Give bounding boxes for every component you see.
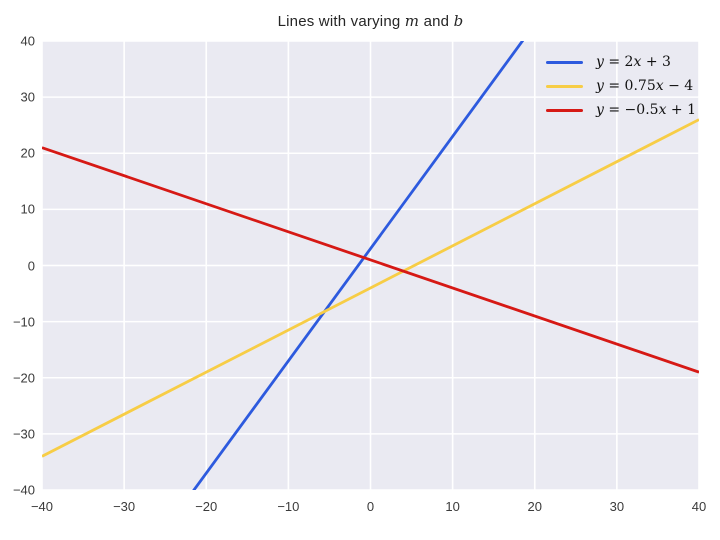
- legend-item: y = 2x + 3: [546, 50, 696, 74]
- x-tick-label: −10: [277, 499, 300, 514]
- x-tick-label: 20: [527, 499, 542, 514]
- legend-label: y = 0.75x − 4: [596, 78, 694, 94]
- y-tick-label: 10: [20, 201, 35, 217]
- y-tick-label: −30: [12, 426, 35, 442]
- chart-title: Lines with varying m and b: [42, 12, 699, 30]
- title-text-part: Lines with varying: [277, 13, 405, 30]
- legend-line-swatch: [546, 108, 583, 112]
- legend-item: y = −0.5x + 1: [546, 98, 696, 122]
- title-math-part: m: [404, 12, 420, 30]
- x-tick-label: 10: [445, 499, 460, 514]
- legend-label: y = 2x + 3: [596, 54, 671, 70]
- legend: y = 2x + 3 y = 0.75x − 4 y = −0.5x + 1: [546, 50, 696, 122]
- x-tick-label: 0: [366, 499, 375, 514]
- legend-line-swatch: [546, 84, 583, 88]
- x-tick-label: 40: [691, 499, 707, 514]
- series-line: [192, 41, 525, 490]
- x-tick-label: −30: [113, 499, 136, 514]
- x-tick-label: −40: [30, 499, 54, 514]
- legend-line-swatch: [546, 60, 583, 64]
- y-tick-label: −40: [12, 482, 35, 498]
- series-line: [42, 146, 699, 374]
- legend-item: y = 0.75x − 4: [546, 74, 696, 98]
- y-tick-label: −20: [12, 370, 35, 386]
- x-tick-label: 30: [609, 499, 625, 514]
- y-tick-label: 40: [20, 33, 35, 49]
- title-text-part: and: [419, 13, 454, 30]
- y-tick-label: 20: [20, 145, 35, 161]
- y-tick-label: 0: [27, 258, 35, 273]
- y-tick-label: 30: [20, 89, 35, 105]
- series-line: [42, 118, 699, 458]
- y-tick-label: −10: [12, 314, 35, 330]
- legend-label: y = −0.5x + 1: [596, 102, 697, 118]
- title-math-part: b: [453, 12, 464, 30]
- x-tick-label: −20: [195, 499, 218, 514]
